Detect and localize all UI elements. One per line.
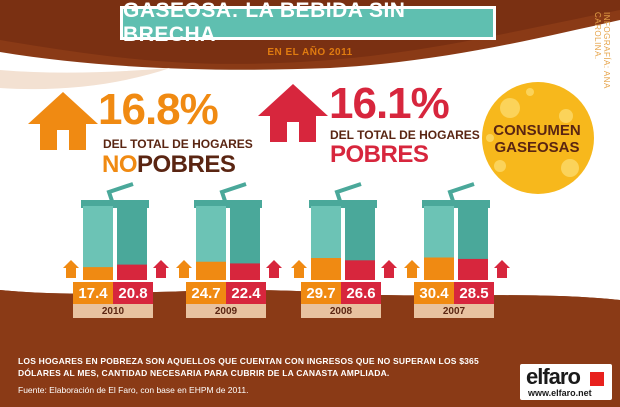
small-house-icon — [494, 260, 510, 278]
bar-poor — [458, 258, 488, 280]
small-house-icon — [176, 260, 192, 278]
footnote: LOS HOGARES EN POBREZA SON AQUELLOS QUE … — [18, 356, 479, 378]
title-banner: GASEOSA: LA BEBIDA SIN BRECHA — [120, 0, 496, 46]
value-non-poor: 30.4 — [414, 282, 454, 304]
logo-url: www.elfaro.net — [528, 388, 592, 398]
non-poor-tag-prefix: NO — [102, 151, 138, 178]
bar-poor — [345, 260, 375, 280]
consume-badge: CONSUMEN GASEOSAS — [480, 122, 594, 156]
value-non-poor: 29.7 — [301, 282, 341, 304]
credit-text: INFOGRAFÍA: ANA CAROLINA. — [593, 12, 611, 89]
year-label: 2009 — [186, 304, 266, 318]
year-label: 2010 — [73, 304, 153, 318]
value-poor: 22.4 — [226, 282, 266, 304]
value-poor: 20.8 — [113, 282, 153, 304]
chart-area — [63, 182, 510, 280]
year-label: 2007 — [414, 304, 494, 318]
logo-mark-icon — [590, 372, 604, 386]
source-text: Fuente: Elaboración de El Faro, con base… — [18, 385, 249, 395]
bubble-circle-icon — [482, 82, 594, 194]
poor-tag: POBRES — [330, 141, 429, 168]
poor-percent: 16.1% — [329, 79, 450, 128]
glass-lid — [309, 200, 377, 208]
non-poor-label: DEL TOTAL DE HOGARES — [103, 137, 253, 151]
non-poor-tag-word: POBRES — [137, 151, 236, 178]
bar-poor — [117, 264, 147, 280]
small-house-icon — [291, 260, 307, 278]
bar-non-poor — [311, 258, 341, 280]
value-poor: 28.5 — [454, 282, 494, 304]
value-poor: 26.6 — [341, 282, 381, 304]
value-non-poor: 24.7 — [186, 282, 226, 304]
small-house-icon — [404, 260, 420, 278]
bar-non-poor — [83, 267, 113, 280]
non-poor-tag: NOPOBRES — [102, 151, 236, 179]
house-icon — [258, 84, 328, 142]
poor-label: DEL TOTAL DE HOGARES — [330, 128, 480, 142]
bar-non-poor — [424, 257, 454, 280]
bar-non-poor — [196, 261, 226, 280]
glass-lid — [194, 200, 262, 208]
small-house-icon — [63, 260, 79, 278]
subtitle: EN EL AÑO 2011 — [267, 47, 353, 58]
small-house-icon — [381, 260, 397, 278]
logo-name: elfaro — [526, 364, 581, 389]
non-poor-percent: 16.8% — [98, 85, 219, 134]
badge-line-2: GASEOSAS — [494, 139, 580, 156]
page-title: GASEOSA: LA BEBIDA SIN BRECHA — [123, 0, 406, 46]
house-icon — [28, 92, 98, 150]
small-house-icon — [153, 260, 169, 278]
value-non-poor: 17.4 — [73, 282, 113, 304]
bar-poor — [230, 263, 260, 280]
badge-line-1: CONSUMEN — [493, 122, 581, 139]
year-label: 2008 — [301, 304, 381, 318]
glass-lid — [81, 200, 149, 208]
small-house-icon — [266, 260, 282, 278]
glass-lid — [422, 200, 490, 208]
